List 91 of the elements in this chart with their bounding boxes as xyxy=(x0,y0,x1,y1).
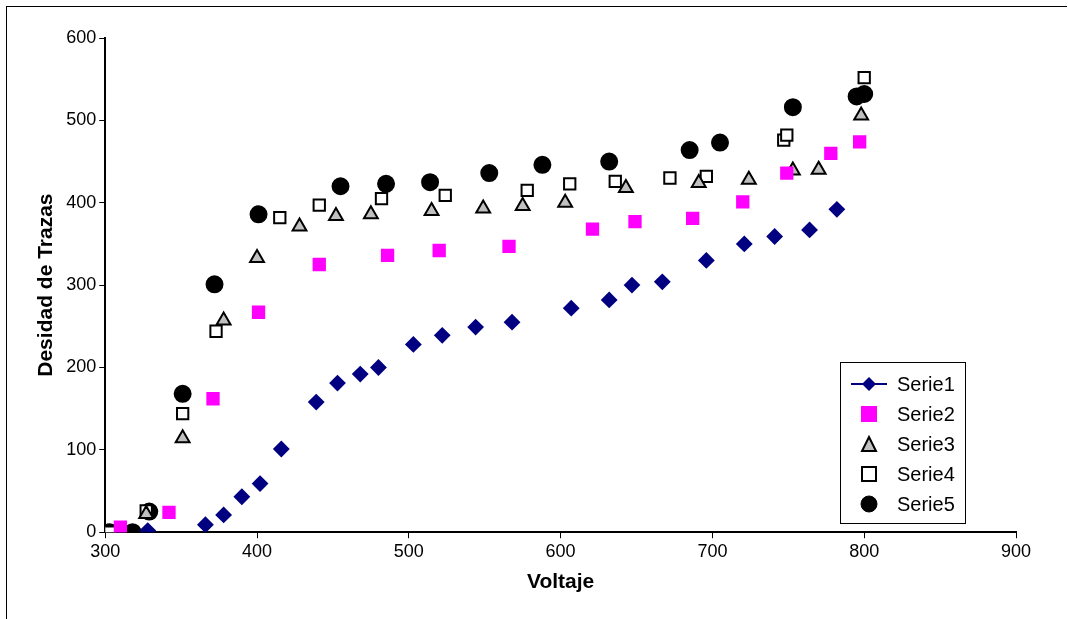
point xyxy=(824,146,838,160)
x-tick-label: 800 xyxy=(849,540,880,561)
point xyxy=(206,392,220,406)
point xyxy=(736,195,750,209)
point xyxy=(331,177,350,196)
point xyxy=(175,406,190,421)
y-tick-label: 400 xyxy=(66,191,97,212)
point xyxy=(370,359,387,376)
point xyxy=(780,128,794,142)
y-tick-label: 300 xyxy=(66,274,97,295)
point xyxy=(857,70,871,85)
legend-label: Serie4 xyxy=(897,462,955,486)
point xyxy=(174,429,191,444)
point xyxy=(329,375,346,392)
point xyxy=(514,197,531,212)
point xyxy=(680,141,699,160)
point xyxy=(209,324,223,338)
point xyxy=(828,201,845,218)
point xyxy=(533,155,552,174)
point xyxy=(475,199,492,214)
x-tick-label: 300 xyxy=(90,540,121,561)
point xyxy=(601,291,618,308)
point xyxy=(233,488,250,505)
point xyxy=(312,198,326,212)
point xyxy=(113,520,128,533)
point xyxy=(432,243,446,258)
x-tick-label: 700 xyxy=(697,540,728,561)
point xyxy=(312,257,326,272)
point xyxy=(252,475,269,492)
point xyxy=(855,85,874,104)
point xyxy=(698,252,715,269)
x-axis-title: Voltaje xyxy=(526,569,595,593)
point xyxy=(801,221,818,238)
point xyxy=(736,235,753,252)
point xyxy=(585,222,600,236)
point xyxy=(853,106,870,121)
point xyxy=(853,135,867,149)
x-tick-label: 600 xyxy=(545,540,576,561)
point xyxy=(291,217,308,232)
point xyxy=(251,305,266,319)
point xyxy=(352,366,369,383)
point xyxy=(600,152,619,171)
point xyxy=(377,174,396,193)
y-tick-label: 100 xyxy=(66,438,97,459)
point xyxy=(215,311,232,326)
point xyxy=(502,239,516,254)
point xyxy=(608,174,622,188)
point xyxy=(563,300,580,317)
point xyxy=(374,191,389,206)
point xyxy=(215,506,232,523)
point xyxy=(380,248,395,263)
point xyxy=(162,505,176,520)
y-tick-label: 600 xyxy=(66,26,97,47)
x-tick-label: 900 xyxy=(1000,540,1032,561)
point xyxy=(504,314,521,331)
point xyxy=(480,164,499,183)
x-tick-label: 500 xyxy=(393,540,424,561)
point xyxy=(197,516,214,533)
point xyxy=(663,171,677,185)
point xyxy=(783,98,802,117)
point xyxy=(563,177,577,191)
y-axis-title: Desidad de Trazas xyxy=(33,193,57,377)
point xyxy=(438,188,452,202)
point xyxy=(308,394,325,411)
y-tick-label: 500 xyxy=(66,109,97,130)
point xyxy=(623,277,640,294)
point xyxy=(467,319,484,336)
point xyxy=(205,275,224,294)
point xyxy=(273,210,287,225)
point xyxy=(421,173,440,192)
y-tick-label: 200 xyxy=(66,356,97,377)
point xyxy=(434,327,451,344)
point xyxy=(686,211,700,226)
point xyxy=(780,166,794,180)
point xyxy=(249,205,268,224)
legend-label: Serie3 xyxy=(897,432,955,456)
point xyxy=(273,441,290,458)
x-tick-label: 400 xyxy=(242,540,273,561)
legend-label: Serie2 xyxy=(897,402,955,426)
legend-label: Serie5 xyxy=(897,492,955,516)
point xyxy=(766,228,783,245)
point xyxy=(654,273,671,290)
y-tick-label: 0 xyxy=(86,521,97,542)
point xyxy=(173,384,192,403)
point xyxy=(740,170,757,185)
point xyxy=(405,336,422,353)
point xyxy=(520,183,534,198)
point xyxy=(711,133,729,152)
legend-label: Serie1 xyxy=(897,372,955,396)
point xyxy=(362,205,379,220)
point xyxy=(628,215,642,229)
